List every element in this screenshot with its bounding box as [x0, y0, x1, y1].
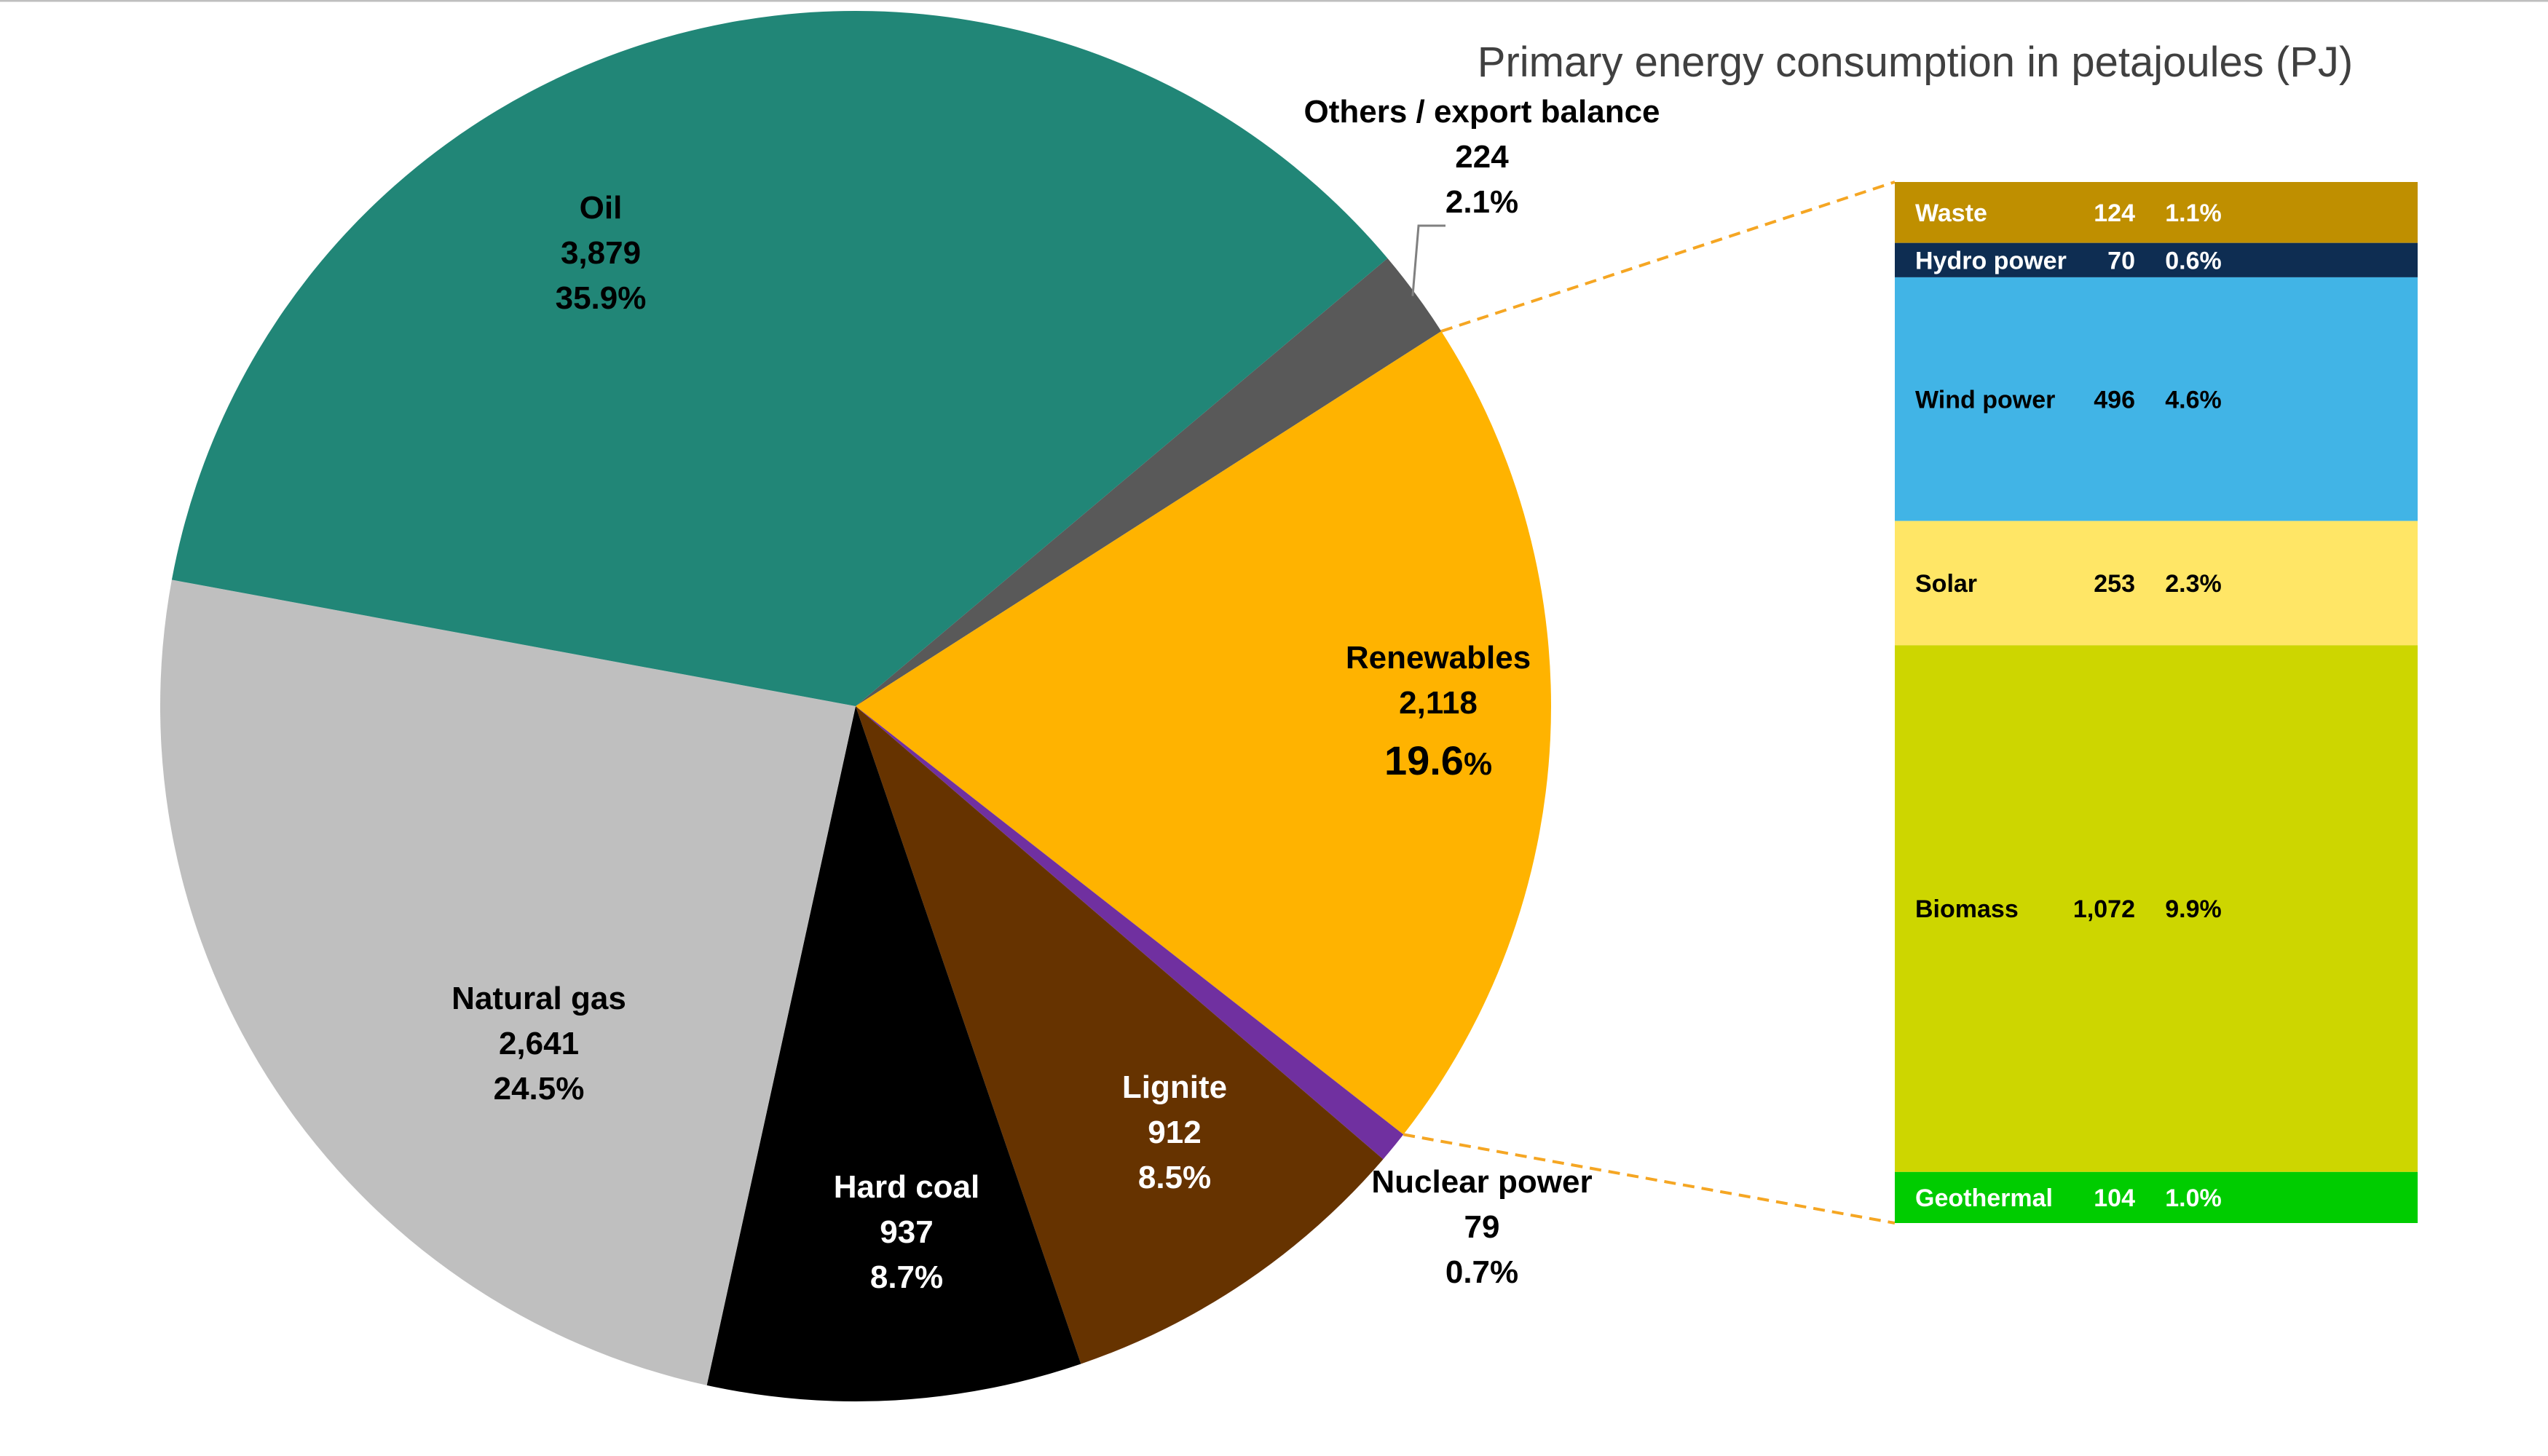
breakdown-label-name-geothermal: Geothermal	[1915, 1184, 2053, 1212]
pie-label-value-nuclear-power: 79	[1464, 1209, 1500, 1245]
breakdown-label-name-biomass: Biomass	[1915, 895, 2019, 923]
pie-chart	[160, 11, 1552, 1401]
breakdown-label-value-geothermal: 104	[2094, 1184, 2135, 1212]
pie-labels: Others / export balance 224 2.1% Renewables…	[451, 94, 1660, 1295]
breakdown-label-name-wind-power: Wind power	[1915, 386, 2055, 414]
pie-slice-nuclear-power	[856, 706, 1404, 1160]
breakdown-segment-waste	[1895, 182, 2418, 243]
pie-slice-oil	[171, 11, 1388, 706]
breakdown-label-percent-waste: 1.1%	[2165, 199, 2222, 227]
leader-line-others-export-balance	[1411, 224, 1445, 296]
breakdown-label-value-wind-power: 496	[2094, 386, 2135, 414]
pie-label-percent-natural-gas: 24.5%	[494, 1071, 585, 1107]
breakdown-label-value-solar: 253	[2094, 570, 2135, 598]
pie-label-name-natural-gas: Natural gas	[451, 981, 626, 1016]
pie-label-percent-nuclear-power: 0.7%	[1445, 1254, 1518, 1290]
breakdown-segment-solar	[1895, 521, 2418, 646]
breakdown-connectors	[1403, 181, 1896, 1224]
pie-label-percent-number: 19.6	[1384, 737, 1464, 783]
pie-label-name-nuclear-power: Nuclear power	[1371, 1164, 1592, 1200]
pie-slice-hard-coal	[706, 706, 1081, 1401]
pie-slice-lignite	[856, 706, 1384, 1364]
breakdown-segment-hydro-power	[1895, 242, 2418, 277]
pie-slice-others-export-balance	[856, 258, 1442, 706]
pie-label-value-hard-coal: 937	[880, 1214, 933, 1250]
pie-label-percent-others-export-balance: 2.1%	[1445, 184, 1518, 220]
breakdown-label-name-waste: Waste	[1915, 199, 1987, 227]
pie-label-name-renewables: Renewables	[1346, 640, 1531, 676]
breakdown-label-value-biomass: 1,072	[2073, 895, 2135, 923]
renewables-breakdown-bar: Waste 124 1.1% Hydro power 70 0.6% Wind power 4…	[1895, 182, 2418, 1223]
breakdown-segment-biomass	[1895, 645, 2418, 1172]
pie-label-name-others-export-balance: Others / export balance	[1303, 94, 1660, 130]
pie-label-percent-sign: %	[1464, 746, 1492, 782]
breakdown-label-value-waste: 124	[2094, 199, 2135, 227]
connector-line-bottom	[1403, 1133, 1896, 1224]
breakdown-segment-geothermal	[1895, 1171, 2418, 1223]
breakdown-label-percent-hydro-power: 0.6%	[2165, 247, 2222, 274]
pie-label-name-hard-coal: Hard coal	[834, 1169, 980, 1205]
pie-label-percent-lignite: 8.5%	[1138, 1160, 1211, 1195]
pie-label-percent-oil: 35.9%	[556, 280, 647, 316]
breakdown-label-value-hydro-power: 70	[2107, 247, 2135, 274]
pie-label-name-lignite: Lignite	[1122, 1069, 1227, 1105]
pie-label-value-others-export-balance: 224	[1455, 139, 1509, 175]
breakdown-label-percent-solar: 2.3%	[2165, 570, 2222, 598]
pie-label-value-oil: 3,879	[561, 235, 641, 271]
pie-label-value-lignite: 912	[1148, 1115, 1201, 1150]
pie-label-value-renewables: 2,118	[1399, 685, 1478, 721]
pie-label-value-natural-gas: 2,641	[499, 1026, 579, 1061]
pie-slice-renewables	[856, 331, 1552, 1135]
pie-label-percent-renewables: 19.6%	[1384, 737, 1492, 783]
breakdown-label-percent-wind-power: 4.6%	[2165, 386, 2222, 414]
breakdown-label-percent-biomass: 9.9%	[2165, 895, 2222, 923]
breakdown-label-percent-geothermal: 1.0%	[2165, 1184, 2222, 1212]
connector-line-top	[1440, 181, 1896, 333]
chart-title: Primary energy consumption in petajoules…	[1478, 39, 2353, 86]
pie-slice-natural-gas	[160, 579, 856, 1385]
pie-label-percent-hard-coal: 8.7%	[870, 1259, 943, 1295]
pie-label-name-oil: Oil	[580, 190, 623, 226]
breakdown-segment-wind-power	[1895, 277, 2418, 521]
breakdown-label-name-hydro-power: Hydro power	[1915, 247, 2067, 274]
breakdown-label-name-solar: Solar	[1915, 570, 1977, 598]
